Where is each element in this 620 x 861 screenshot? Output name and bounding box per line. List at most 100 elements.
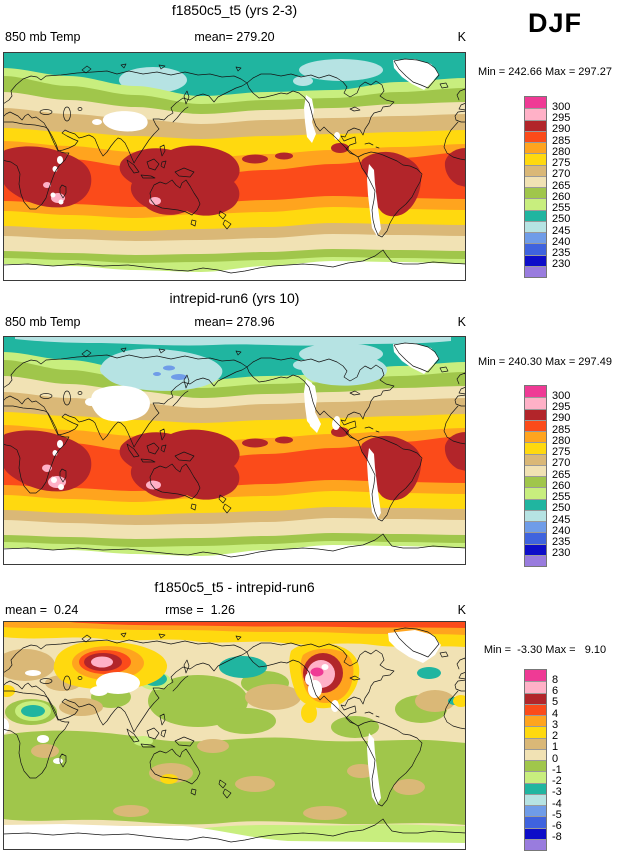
colorbar-label: 3 [552, 718, 559, 731]
colorbar-cell [525, 187, 546, 199]
colorbar-1 [524, 96, 547, 278]
colorbar-cell [525, 760, 546, 772]
colorbar-label: -6 [552, 820, 562, 832]
panel-3-units-label: K [457, 603, 466, 617]
colorbar-cell [525, 521, 546, 533]
map-case2 [3, 336, 466, 565]
colorbar-cell [525, 476, 546, 488]
colorbar-label: 245 [552, 224, 571, 237]
colorbar-cell [525, 108, 546, 120]
colorbar-cell [525, 771, 546, 783]
colorbar-label: 230 [552, 258, 571, 271]
colorbar-label: 265 [552, 179, 571, 192]
season-label: DJF [528, 8, 583, 38]
colorbar-cell [525, 543, 546, 555]
colorbar-label: -4 [552, 797, 562, 810]
colorbar-cell [525, 726, 546, 738]
colorbar-label: -2 [552, 775, 562, 787]
colorbar-label: -8 [552, 831, 562, 844]
colorbar-cell [525, 431, 546, 443]
colorbar-label: 235 [552, 247, 571, 259]
colorbar-1-labels: 300 295 290 285 280 275 270 265 260 255 250 245 240 2… [552, 96, 592, 278]
colorbar-cell [525, 209, 546, 221]
colorbar-2 [524, 385, 547, 567]
colorbar-label: 235 [552, 536, 571, 548]
colorbar-label: 270 [552, 457, 571, 470]
panel-2-variable-label: 850 mb Temp [5, 315, 81, 329]
colorbar-2-labels: 300 295 290 285 280 275 270 265 260 255 250 245 240 2… [552, 385, 592, 567]
colorbar-cell [525, 130, 546, 142]
colorbar-label: 240 [552, 524, 571, 537]
panel-2-units-label: K [457, 315, 466, 329]
colorbar-label: 250 [552, 502, 571, 515]
colorbar-label: 1 [552, 741, 559, 754]
colorbar-cell [525, 220, 546, 232]
colorbar-label: 230 [552, 547, 571, 560]
colorbar-cell [525, 782, 546, 794]
colorbar-label: 270 [552, 168, 571, 181]
colorbar-cell [525, 153, 546, 165]
colorbar-cell [525, 198, 546, 210]
colorbar-label: 4 [552, 707, 559, 720]
colorbar-cell [525, 692, 546, 704]
panel-2-title: intrepid-run6 (yrs 10) [169, 290, 300, 306]
colorbar-label: 265 [552, 468, 571, 481]
colorbar-cell [525, 554, 546, 566]
colorbar-cell [525, 464, 546, 476]
colorbar-cell [525, 265, 546, 277]
colorbar-cell [525, 509, 546, 521]
colorbar-label: 0 [552, 752, 559, 765]
colorbar-label: 260 [552, 190, 571, 203]
colorbar-label: 275 [552, 446, 571, 458]
colorbar-label: 255 [552, 491, 571, 503]
map-case1 [3, 52, 466, 281]
panel-1-title: f1850c5_t5 (yrs 2-3) [171, 2, 298, 18]
panel-3-mean-label: mean = 0.24 [5, 603, 79, 617]
colorbar-label: 290 [552, 412, 571, 425]
colorbar-cell [525, 175, 546, 187]
colorbar-cell [525, 254, 546, 266]
colorbar-cell [525, 419, 546, 431]
map-difference [3, 621, 466, 850]
panel-1-mean-label: mean= 279.20 [194, 30, 275, 44]
colorbar-label: 280 [552, 434, 571, 447]
colorbar-label: 245 [552, 513, 571, 526]
colorbar-cell [525, 397, 546, 409]
panel-1-variable-label: 850 mb Temp [5, 30, 81, 44]
colorbar-cell [525, 442, 546, 454]
colorbar-label: 295 [552, 112, 571, 124]
colorbar-3-labels: 8 6 5 4 3 2 1 0 -1 -2 -3 -4 -5 -6 -8 [552, 669, 592, 851]
colorbar-label: 285 [552, 134, 571, 147]
panel-3-rmse-label: rmse = 1.26 [165, 603, 235, 617]
colorbar-cell [525, 737, 546, 749]
colorbar-label: 240 [552, 235, 571, 248]
colorbar-cell [525, 408, 546, 420]
colorbar-label: -3 [552, 786, 562, 799]
colorbar-cell [525, 670, 546, 682]
colorbar-cell [525, 232, 546, 244]
colorbar-label: 290 [552, 123, 571, 136]
colorbar-label: -1 [552, 763, 562, 776]
colorbar-cell [525, 453, 546, 465]
panel-1-units-label: K [457, 30, 466, 44]
colorbar-label: 300 [552, 389, 571, 402]
colorbar-3 [524, 669, 547, 851]
colorbar-label: 255 [552, 202, 571, 214]
colorbar-cell [525, 748, 546, 760]
panel-2-mean-label: mean= 278.96 [194, 315, 275, 329]
colorbar-cell [525, 498, 546, 510]
colorbar-label: 250 [552, 213, 571, 226]
colorbar-cell [525, 715, 546, 727]
colorbar-label: 2 [552, 730, 559, 742]
colorbar-cell [525, 243, 546, 255]
colorbar-label: 6 [552, 685, 559, 697]
colorbar-cell [525, 793, 546, 805]
colorbar-cell [525, 681, 546, 693]
colorbar-cell [525, 532, 546, 544]
colorbar-label: 280 [552, 145, 571, 158]
panel-3-minmax-label: Min = -3.30 Max = 9.10 [483, 644, 607, 656]
colorbar-cell [525, 487, 546, 499]
colorbar-cell [525, 97, 546, 109]
colorbar-label: -5 [552, 808, 562, 821]
